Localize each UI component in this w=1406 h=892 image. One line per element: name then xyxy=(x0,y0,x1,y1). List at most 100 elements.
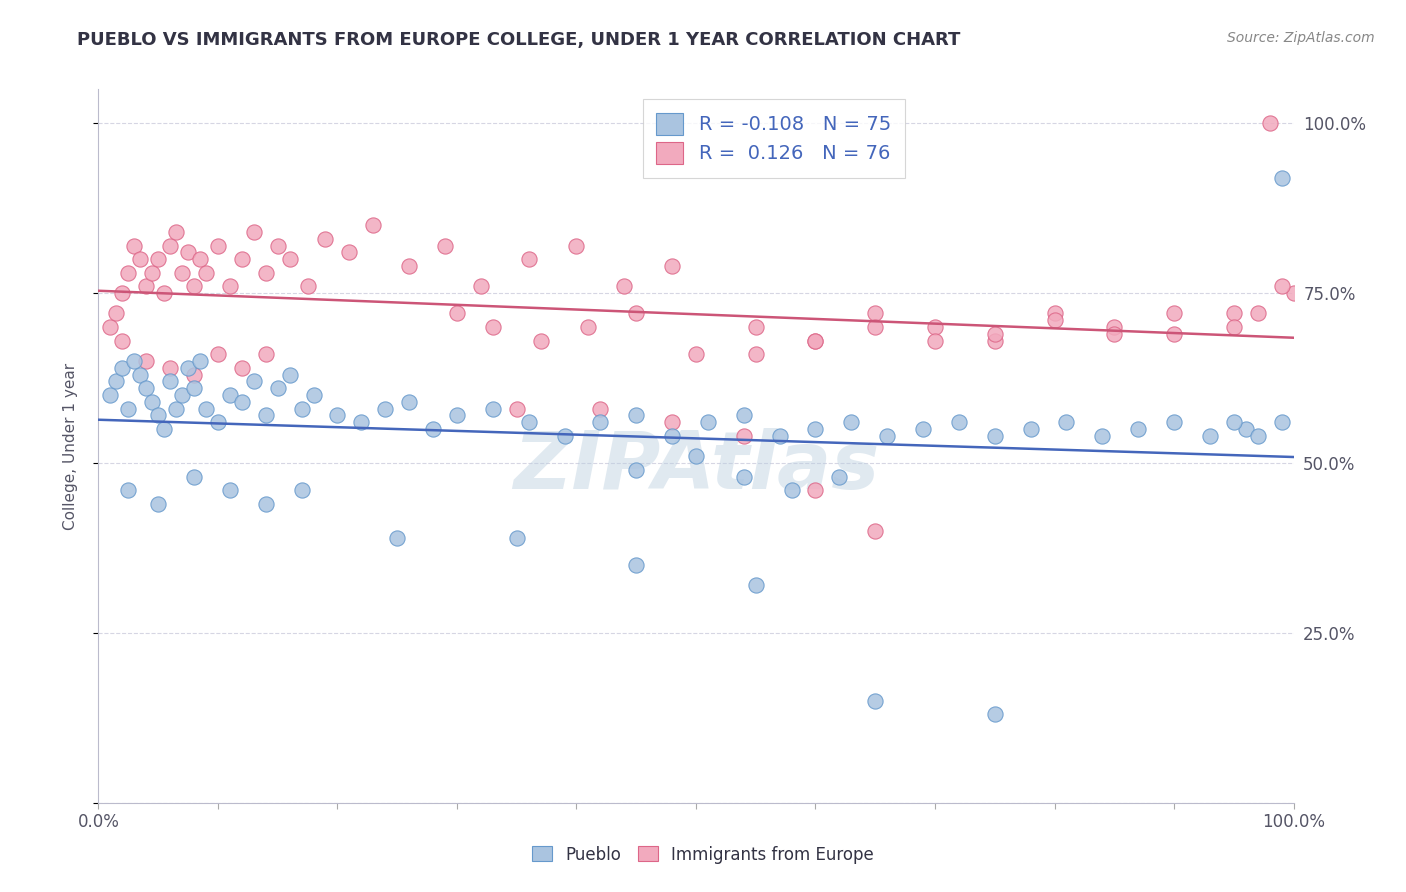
Pueblo xyxy=(1271,415,1294,429)
Immigrants from Europe xyxy=(183,279,205,293)
Immigrants from Europe xyxy=(339,245,361,260)
Immigrants from Europe xyxy=(626,306,648,320)
Immigrants from Europe xyxy=(135,354,157,368)
Pueblo xyxy=(219,388,242,402)
Immigrants from Europe xyxy=(195,266,218,280)
Pueblo xyxy=(177,360,200,375)
Pueblo xyxy=(398,394,420,409)
Pueblo xyxy=(1223,415,1246,429)
Pueblo xyxy=(768,429,790,443)
Pueblo xyxy=(135,381,157,395)
Pueblo xyxy=(1128,422,1150,436)
Pueblo xyxy=(254,409,277,423)
Pueblo xyxy=(733,469,755,483)
Pueblo xyxy=(481,401,505,416)
Pueblo xyxy=(1234,422,1257,436)
Legend: Pueblo, Immigrants from Europe: Pueblo, Immigrants from Europe xyxy=(526,839,880,871)
Pueblo xyxy=(385,531,409,545)
Immigrants from Europe xyxy=(1104,320,1126,334)
Pueblo xyxy=(183,469,205,483)
Pueblo xyxy=(350,415,373,429)
Immigrants from Europe xyxy=(315,232,337,246)
Pueblo xyxy=(207,415,229,429)
Immigrants from Europe xyxy=(105,306,128,320)
Immigrants from Europe xyxy=(865,306,887,320)
Immigrants from Europe xyxy=(124,238,146,252)
Immigrants from Europe xyxy=(165,225,187,239)
Immigrants from Europe xyxy=(984,326,1007,341)
Pueblo xyxy=(661,429,683,443)
Immigrants from Europe xyxy=(219,279,242,293)
Pueblo xyxy=(195,401,218,416)
Pueblo xyxy=(219,483,242,498)
Immigrants from Europe xyxy=(984,334,1007,348)
Immigrants from Europe xyxy=(398,259,420,273)
Immigrants from Europe xyxy=(254,347,277,361)
Pueblo xyxy=(804,422,827,436)
Pueblo xyxy=(98,388,122,402)
Immigrants from Europe xyxy=(159,238,181,252)
Pueblo xyxy=(589,415,612,429)
Immigrants from Europe xyxy=(148,252,170,266)
Pueblo xyxy=(148,497,170,511)
Immigrants from Europe xyxy=(267,238,290,252)
Pueblo xyxy=(188,354,211,368)
Pueblo xyxy=(626,409,648,423)
Immigrants from Europe xyxy=(177,245,200,260)
Immigrants from Europe xyxy=(446,306,468,320)
Immigrants from Europe xyxy=(1282,286,1305,301)
Pueblo xyxy=(1056,415,1078,429)
Pueblo xyxy=(1271,170,1294,185)
Immigrants from Europe xyxy=(207,347,229,361)
Text: Source: ZipAtlas.com: Source: ZipAtlas.com xyxy=(1227,31,1375,45)
Pueblo xyxy=(554,429,576,443)
Pueblo xyxy=(141,394,163,409)
Pueblo xyxy=(697,415,720,429)
Text: ZIPAtlas: ZIPAtlas xyxy=(513,428,879,507)
Immigrants from Europe xyxy=(188,252,211,266)
Immigrants from Europe xyxy=(207,238,229,252)
Immigrants from Europe xyxy=(685,347,707,361)
Pueblo xyxy=(948,415,970,429)
Pueblo xyxy=(733,409,755,423)
Immigrants from Europe xyxy=(1223,306,1246,320)
Immigrants from Europe xyxy=(661,259,683,273)
Immigrants from Europe xyxy=(1043,306,1066,320)
Pueblo xyxy=(326,409,349,423)
Pueblo xyxy=(243,375,266,389)
Immigrants from Europe xyxy=(1247,306,1270,320)
Immigrants from Europe xyxy=(1223,320,1246,334)
Immigrants from Europe xyxy=(804,334,827,348)
Pueblo xyxy=(159,375,181,389)
Pueblo xyxy=(446,409,468,423)
Immigrants from Europe xyxy=(159,360,181,375)
Immigrants from Europe xyxy=(183,368,205,382)
Immigrants from Europe xyxy=(117,266,139,280)
Immigrants from Europe xyxy=(153,286,176,301)
Pueblo xyxy=(745,578,768,592)
Immigrants from Europe xyxy=(434,238,457,252)
Pueblo xyxy=(231,394,253,409)
Immigrants from Europe xyxy=(172,266,194,280)
Immigrants from Europe xyxy=(804,483,827,498)
Pueblo xyxy=(374,401,396,416)
Pueblo xyxy=(1247,429,1270,443)
Immigrants from Europe xyxy=(661,415,683,429)
Immigrants from Europe xyxy=(470,279,492,293)
Y-axis label: College, Under 1 year: College, Under 1 year xyxy=(63,362,77,530)
Pueblo xyxy=(1019,422,1042,436)
Pueblo xyxy=(183,381,205,395)
Pueblo xyxy=(865,694,887,708)
Immigrants from Europe xyxy=(1163,306,1185,320)
Immigrants from Europe xyxy=(1104,326,1126,341)
Immigrants from Europe xyxy=(141,266,163,280)
Pueblo xyxy=(129,368,152,382)
Pueblo xyxy=(111,360,134,375)
Pueblo xyxy=(626,463,648,477)
Pueblo xyxy=(172,388,194,402)
Pueblo xyxy=(302,388,325,402)
Immigrants from Europe xyxy=(1258,116,1281,130)
Immigrants from Europe xyxy=(297,279,319,293)
Immigrants from Europe xyxy=(517,252,540,266)
Pueblo xyxy=(1163,415,1185,429)
